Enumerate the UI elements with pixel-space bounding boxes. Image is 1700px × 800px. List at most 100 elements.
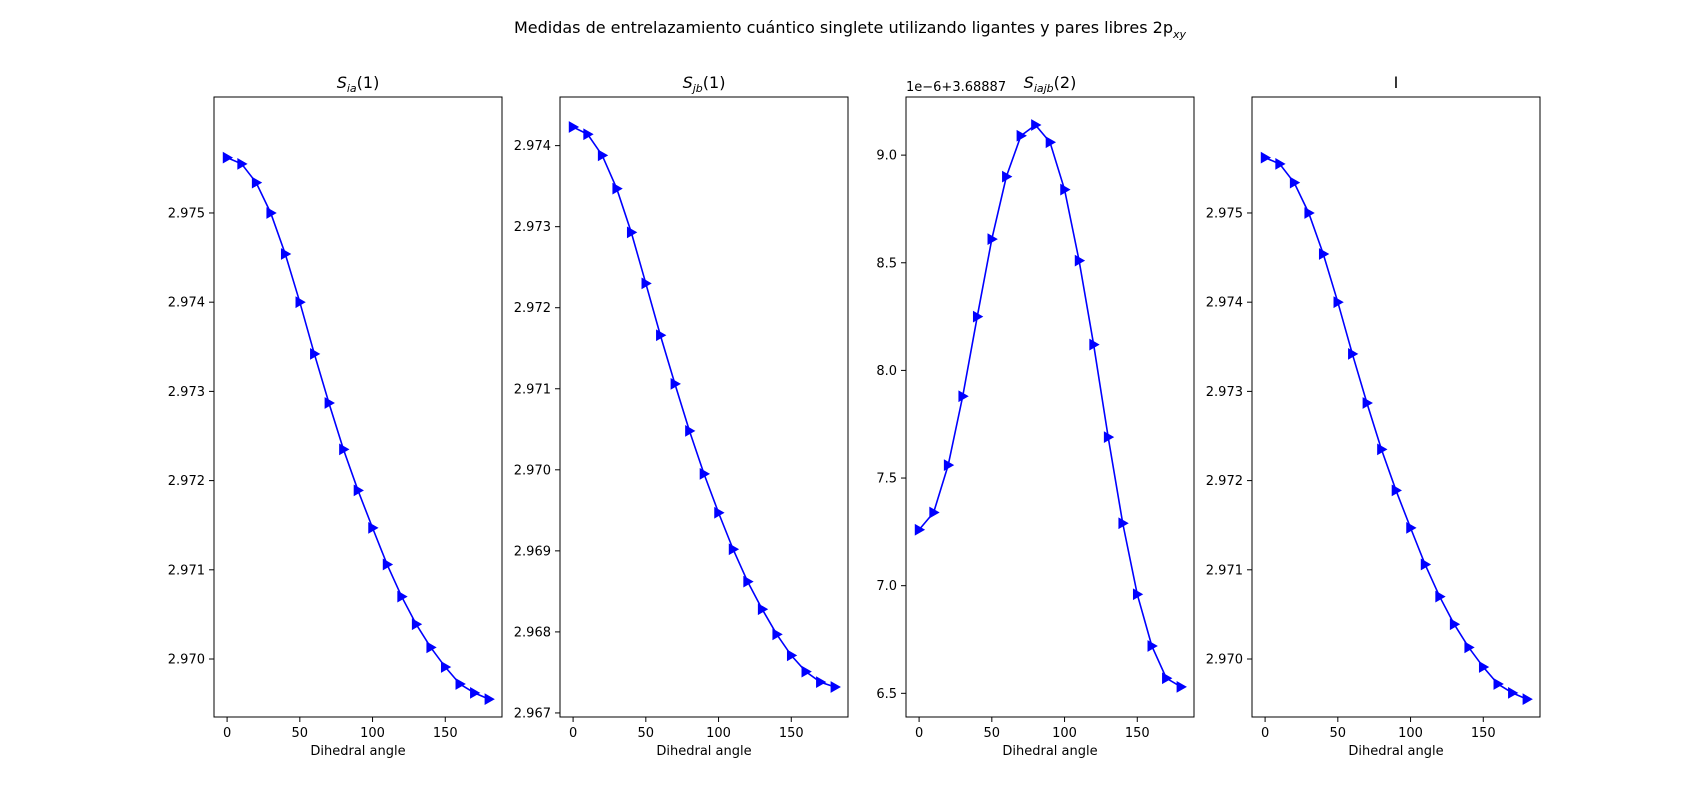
data-point-marker xyxy=(1493,678,1504,690)
data-point-marker xyxy=(1348,348,1359,360)
data-point-marker xyxy=(685,425,696,437)
data-point-marker xyxy=(339,443,350,456)
data-point-marker xyxy=(1318,248,1330,260)
x-tick-label: 100 xyxy=(1052,726,1077,741)
x-tick-label: 50 xyxy=(292,726,309,741)
data-point-marker xyxy=(612,182,623,195)
subplot-title-subscript: ia xyxy=(347,82,357,95)
x-axis-label: Dihedral angle xyxy=(310,744,405,759)
x-tick-label: 50 xyxy=(1330,726,1347,741)
axes-frame xyxy=(1251,96,1541,718)
data-point-marker xyxy=(1176,680,1187,693)
y-tick-label: 2.972 xyxy=(168,474,205,489)
x-tick-label: 100 xyxy=(360,726,385,741)
data-point-marker xyxy=(1074,254,1086,267)
y-offset-label: 1e−6+3.68887 xyxy=(906,80,1006,95)
data-point-marker xyxy=(280,248,292,260)
data-point-marker xyxy=(1449,618,1461,631)
x-axis-label: Dihedral angle xyxy=(656,744,751,759)
data-point-marker xyxy=(929,506,940,519)
y-tick-label: 2.974 xyxy=(514,139,551,154)
data-point-marker xyxy=(1333,296,1344,309)
figure-suptitle-main: Medidas de entrelazamiento cuántico sing… xyxy=(514,18,1173,37)
data-point-marker xyxy=(699,467,711,480)
y-tick-label: 8.5 xyxy=(876,256,897,271)
x-tick-label: 50 xyxy=(984,726,1001,741)
subplot-title-main: S xyxy=(337,73,347,92)
data-point-marker xyxy=(397,590,408,603)
data-point-marker xyxy=(914,523,926,536)
data-point-marker xyxy=(583,128,594,141)
data-point-marker xyxy=(411,618,423,631)
data-point-marker xyxy=(1162,672,1173,685)
y-tick-label: 2.968 xyxy=(514,625,551,640)
data-point-marker xyxy=(1132,588,1144,601)
y-tick-label: 2.967 xyxy=(514,706,551,721)
axes-frame xyxy=(905,96,1195,718)
data-point-marker xyxy=(568,121,580,133)
data-point-marker xyxy=(958,390,969,403)
data-point-marker xyxy=(440,661,452,673)
y-tick-label: 6.5 xyxy=(876,687,897,702)
x-axis-label: Dihedral angle xyxy=(1348,744,1443,759)
data-point-marker xyxy=(1147,640,1158,652)
data-point-marker xyxy=(1103,431,1115,444)
y-tick-label: 8.0 xyxy=(876,364,897,379)
subplot-title: Siajb(2) xyxy=(1024,73,1077,95)
y-tick-label: 2.972 xyxy=(1206,474,1243,489)
x-tick-label: 50 xyxy=(638,726,655,741)
data-point-marker xyxy=(1420,558,1432,571)
data-point-marker xyxy=(324,397,335,409)
subplot-title-tail: (1) xyxy=(703,73,726,92)
subplot-title-subscript: iajb xyxy=(1034,82,1054,95)
data-point-marker xyxy=(641,277,652,290)
y-tick-label: 2.975 xyxy=(168,206,205,221)
data-point-marker xyxy=(816,676,827,689)
y-tick-label: 2.970 xyxy=(1206,653,1243,668)
data-point-marker xyxy=(1362,397,1373,409)
data-point-marker xyxy=(1522,693,1533,706)
data-point-marker xyxy=(1406,521,1417,534)
data-point-marker xyxy=(426,641,437,654)
y-tick-label: 2.974 xyxy=(168,296,205,311)
data-point-marker xyxy=(830,681,841,693)
data-point-marker xyxy=(987,233,998,245)
x-tick-label: 0 xyxy=(915,726,923,741)
data-point-marker xyxy=(1377,443,1388,456)
x-tick-label: 0 xyxy=(223,726,231,741)
data-point-marker xyxy=(728,543,740,556)
y-tick-label: 9.0 xyxy=(876,149,897,164)
data-point-marker xyxy=(757,603,769,616)
y-tick-label: 2.970 xyxy=(168,653,205,668)
y-tick-label: 2.971 xyxy=(1206,563,1243,578)
subplot-panels: 0 50 100 150 2.970 2.971 2.972 2.973 2.974 2.975 D… xyxy=(168,73,1541,759)
subplot-title-tail: (1) xyxy=(357,73,380,92)
data-point-marker xyxy=(1435,590,1446,603)
subplot-title: Sjb(1) xyxy=(683,73,726,95)
data-point-marker xyxy=(455,678,466,690)
data-point-marker xyxy=(1275,158,1286,170)
data-point-marker xyxy=(251,176,263,189)
subplot-title-main: S xyxy=(683,73,693,92)
data-point-marker xyxy=(1060,183,1071,196)
data-point-marker xyxy=(1045,136,1057,149)
data-point-marker xyxy=(972,310,984,323)
data-point-marker xyxy=(743,575,754,588)
data-point-marker xyxy=(295,296,306,309)
y-tick-label: 2.971 xyxy=(168,563,205,578)
subplot-title-subscript: jb xyxy=(691,82,703,95)
subplot-title: Sia(1) xyxy=(337,73,380,95)
axes-frame xyxy=(559,96,849,718)
data-point-marker xyxy=(1391,484,1403,497)
y-tick-label: 2.973 xyxy=(514,220,551,235)
data-point-marker xyxy=(1002,170,1013,183)
data-point-marker xyxy=(310,348,321,360)
y-tick-label: 2.972 xyxy=(514,301,551,316)
data-point-marker xyxy=(626,226,638,239)
data-point-marker xyxy=(1289,176,1301,189)
axes-frame xyxy=(213,96,503,718)
x-tick-label: 150 xyxy=(1125,726,1150,741)
data-point-marker xyxy=(1089,338,1100,351)
data-point-marker xyxy=(484,693,495,706)
subplot-title: I xyxy=(1394,73,1399,92)
